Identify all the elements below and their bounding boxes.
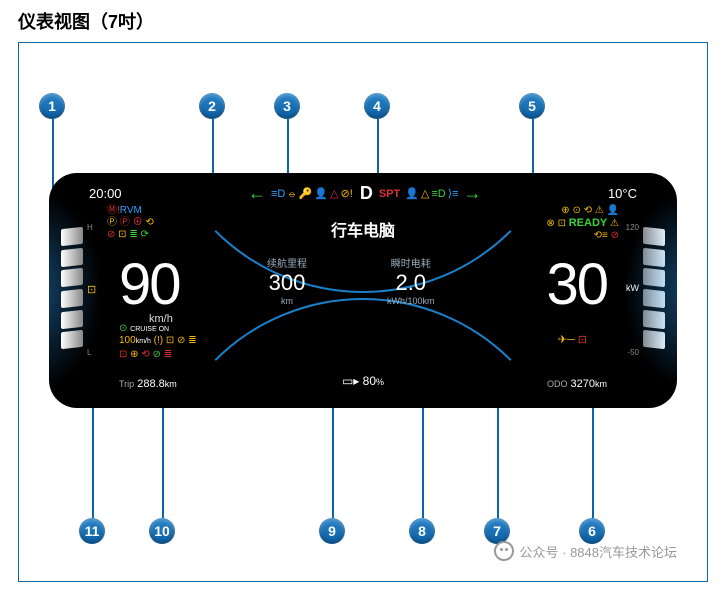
gear-indicator: D	[358, 183, 375, 204]
drive-mode: SPT	[379, 188, 400, 200]
wechat-icon	[494, 541, 514, 561]
gauge-neg50-label: -50	[627, 348, 639, 357]
callout-5: 5	[519, 93, 545, 119]
top-bar: 20:00 ← ≡D⦵🔑👤△⊘! D SPT 👤△≡D⟩≡ → 10°C	[49, 183, 677, 204]
range-block: 续航里程 300 km	[267, 255, 307, 306]
watermark: 公众号 · 8848汽车技术论坛	[494, 541, 677, 561]
indicator-icon: ≡D	[431, 188, 445, 200]
consumption-value: 2.0	[387, 270, 435, 296]
consumption-unit: kWh/100km	[387, 296, 435, 306]
tpms-icon: (!)	[154, 335, 163, 346]
range-label: 续航里程	[267, 255, 307, 270]
callout-1: 1	[39, 93, 65, 119]
arc-bottom	[153, 298, 573, 408]
center-title: 行车电脑	[331, 217, 395, 241]
battery-bar-icon: ▭▸	[342, 374, 359, 388]
right-small-icons: ✈─ ⊡	[558, 333, 587, 346]
left-turn-arrow-icon: ←	[248, 183, 266, 204]
speed-limit-row: 100km/h (!) ⊡ ⊘ ≣	[119, 335, 197, 346]
kw-label: kW	[626, 283, 639, 293]
callout-9: 9	[319, 518, 345, 544]
battery-percent: ▭▸ 80%	[342, 374, 384, 388]
indicator-icon: △	[421, 188, 429, 200]
power-value: 30	[546, 251, 607, 318]
cruise-indicator: ⊙ CRUISE ON	[119, 323, 169, 334]
indicator-icon: 👤	[405, 188, 419, 200]
instrument-cluster: H L ⊡ 120 -50 kW 20:00 ← ≡D⦵🔑👤△⊘! D SPT …	[49, 173, 677, 408]
indicator-icon: △	[330, 188, 338, 200]
range-value: 300	[267, 270, 307, 296]
callout-3: 3	[274, 93, 300, 119]
indicator-icon: ≡D	[271, 188, 285, 200]
right-turn-arrow-icon: →	[463, 183, 481, 204]
trip-meter: Trip 288.8km	[119, 378, 177, 390]
consumption-label: 瞬时电耗	[387, 255, 435, 270]
callout-2: 2	[199, 93, 225, 119]
gauge-120-label: 120	[626, 223, 639, 232]
callout-4: 4	[364, 93, 390, 119]
clock: 20:00	[89, 186, 122, 201]
callout-11: 11	[79, 518, 105, 544]
callout-10: 10	[149, 518, 175, 544]
app-icons-row: ⊡ ⊕ ⟲ ⊘ ≣	[119, 349, 172, 360]
indicator-icon: ⟩≡	[448, 188, 459, 200]
outside-temp: 10°C	[608, 186, 637, 201]
indicator-icon: ⦵	[287, 188, 296, 200]
warning-cluster-right: ⊕ ⊙ ⟲ ⚠ 👤 ⊗ ⊡ ⊗ ⊡ READY ⚠READY ⚠ ⟲≡ ⊘	[499, 205, 619, 242]
top-indicator-row: ← ≡D⦵🔑👤△⊘! D SPT 👤△≡D⟩≡ →	[248, 183, 481, 204]
gauge-l-label: L	[87, 348, 91, 357]
odometer: ODO 3270km	[547, 378, 607, 390]
consumption-block: 瞬时电耗 2.0 kWh/100km	[387, 255, 435, 306]
fuel-gauge-segments	[61, 228, 83, 348]
power-gauge-segments	[643, 228, 665, 348]
indicator-icon: ⊘!	[341, 188, 353, 200]
speed-value: 90	[119, 251, 180, 318]
diagram-frame: 1234567891011 H L ⊡ 120 -50 kW 20:00 ← ≡…	[18, 42, 708, 582]
range-unit: km	[267, 296, 307, 306]
warning-cluster-left: Ⓜ!RVM Ⓟ Ⓟ ⊕ ⟲ ⊘ ⊡ ≣ ⟳	[107, 205, 227, 241]
leader-line-6	[592, 393, 594, 518]
indicator-icon: 🔑	[299, 188, 313, 200]
page-title: 仪表视图（7吋）	[0, 0, 726, 42]
gauge-h-label: H	[87, 223, 93, 232]
indicator-icon: 👤	[314, 188, 328, 200]
callout-8: 8	[409, 518, 435, 544]
battery-icon: ⊡	[87, 283, 96, 296]
leader-line-9	[332, 393, 334, 518]
